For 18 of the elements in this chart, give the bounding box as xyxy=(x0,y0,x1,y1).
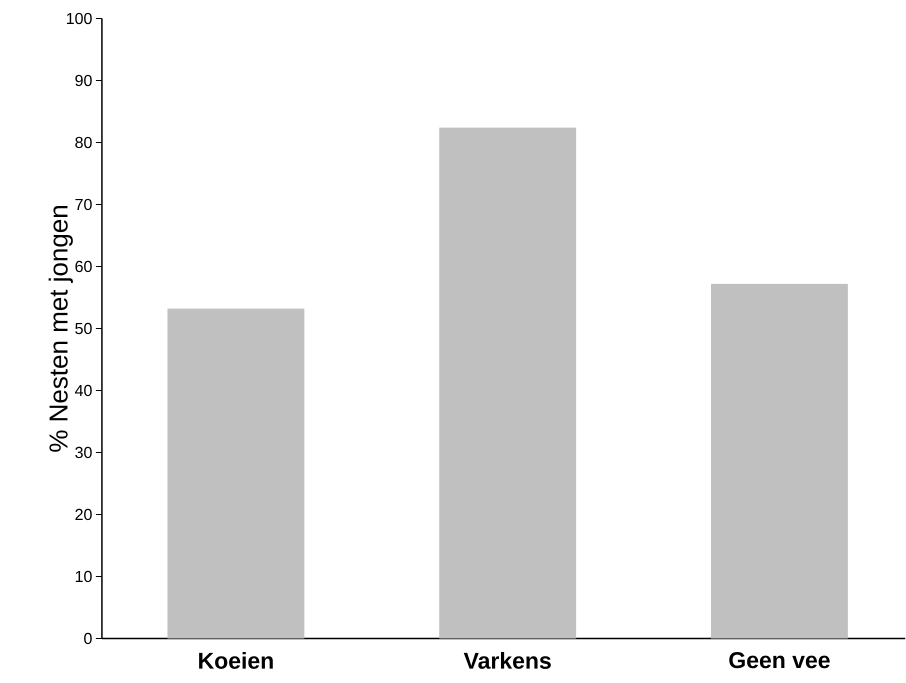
y-tick-label: 70 xyxy=(75,198,92,210)
y-tick-label: 60 xyxy=(75,260,92,272)
bar xyxy=(710,284,848,638)
y-tick-label: 30 xyxy=(75,446,92,458)
y-tick-label: 20 xyxy=(75,508,92,520)
bar xyxy=(167,308,304,638)
bar xyxy=(439,127,576,638)
y-tick-label: 100 xyxy=(66,12,92,24)
y-tick-label: 80 xyxy=(75,136,92,148)
x-tick-label: Koeien xyxy=(199,652,273,669)
x-tick-label: Geen vee xyxy=(729,652,830,668)
x-tick-label: Varkens xyxy=(464,652,551,669)
y-axis-title: % Nesten met jongen xyxy=(48,206,73,452)
y-tick-label: 0 xyxy=(84,632,92,644)
y-tick-label: 10 xyxy=(76,570,92,582)
y-tick-label: 90 xyxy=(75,74,92,86)
y-tick-label: 50 xyxy=(75,322,92,334)
y-tick-label: 40 xyxy=(74,384,92,396)
